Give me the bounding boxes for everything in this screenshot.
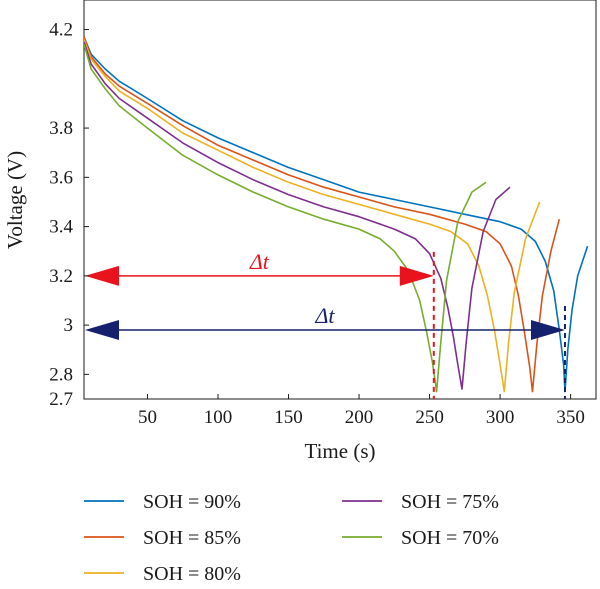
legend-item-3: SOH = 80% [84, 563, 241, 585]
series-layer [84, 36, 589, 393]
y-axis-title: Voltage (V) [3, 151, 27, 249]
x-tick-label: 50 [138, 407, 157, 428]
x-axis-title: Time (s) [305, 439, 376, 463]
legend-label: SOH = 85% [143, 527, 241, 549]
plot-frame [83, 0, 597, 400]
y-tick-label: 2.8 [49, 364, 73, 385]
delta-t-arrowhead-right [530, 320, 565, 341]
legend-label: SOH = 70% [401, 527, 499, 549]
series-line-5 [84, 44, 487, 393]
x-tick-label: 350 [556, 407, 585, 428]
y-tick-label: 3.2 [49, 266, 73, 287]
series-line-3 [84, 39, 541, 393]
legend-label: SOH = 80% [143, 563, 241, 585]
y-tick-label: 3.8 [49, 118, 73, 139]
delta-t-annotation-2: Δt [85, 303, 566, 399]
x-tick-label: 300 [486, 407, 515, 428]
x-tick-label: 100 [204, 407, 233, 428]
legend-label: SOH = 90% [143, 491, 241, 513]
series-line-2 [84, 36, 561, 393]
legend-item-4: SOH = 75% [342, 491, 499, 513]
delta-t-label: Δt [314, 303, 335, 328]
x-tick-label: 200 [345, 407, 374, 428]
legend-item-1: SOH = 90% [84, 491, 241, 513]
delta-t-annotation-1: Δt [85, 249, 435, 399]
x-tick-label: 150 [274, 407, 303, 428]
series-line-4 [84, 41, 511, 390]
delta-t-arrowhead-left [85, 265, 119, 286]
series-line-1 [84, 36, 589, 393]
y-tick-label: 3.6 [49, 167, 73, 188]
annotation-layer: Δt Δt [85, 249, 566, 399]
y-tick-label: 4.2 [49, 20, 73, 41]
legend: SOH = 90% SOH = 85% SOH = 80% SOH = 75% SOH … [84, 491, 499, 585]
legend-item-5: SOH = 70% [342, 527, 499, 549]
legend-label: SOH = 75% [401, 491, 499, 513]
x-tick-label: 250 [415, 407, 444, 428]
delta-t-label: Δt [249, 249, 270, 274]
delta-t-arrowhead-right [399, 265, 434, 286]
y-tick-label: 2.7 [49, 389, 73, 410]
tick-layer: 50 100 150 200 250 300 350 2.7 2.8 3 3.2 3.4 3.6 3.8 4… [49, 20, 585, 428]
y-tick-label: 3 [64, 315, 74, 336]
y-tick-label: 3.4 [49, 217, 73, 238]
delta-t-arrowhead-left [85, 320, 119, 341]
legend-item-2: SOH = 85% [84, 527, 241, 549]
